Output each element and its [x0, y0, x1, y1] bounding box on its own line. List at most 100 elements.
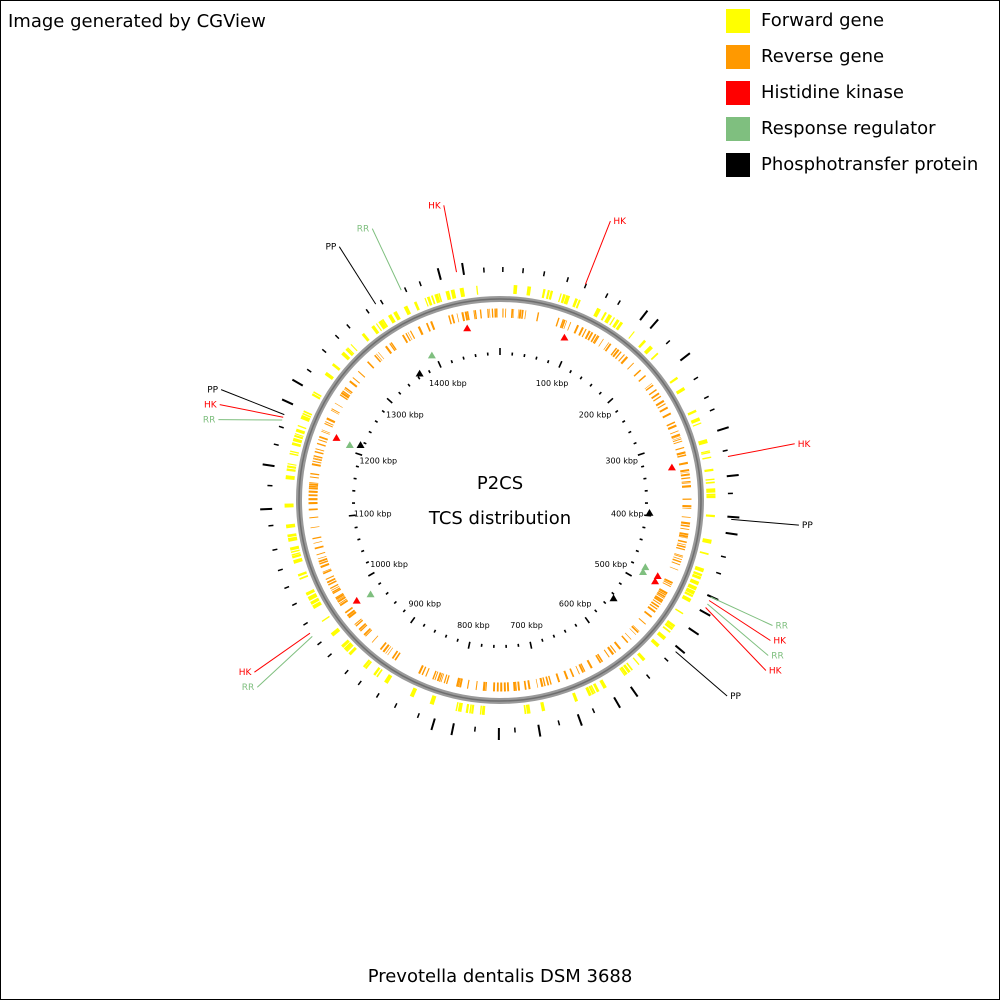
rr-label: RR: [776, 622, 789, 632]
gene-feature: [358, 622, 367, 631]
gene-feature: [425, 322, 431, 332]
gene-feature: [373, 666, 381, 676]
gene-feature: [348, 611, 357, 619]
hk-marker: [352, 596, 361, 604]
gene-feature: [322, 569, 332, 575]
gene-feature: [653, 596, 663, 604]
rr-marker: [366, 590, 375, 598]
gene-feature: [434, 293, 441, 304]
gene-feature: [645, 384, 654, 392]
outer-tick: [557, 720, 561, 726]
gene-feature: [328, 580, 337, 586]
minor-tick: [357, 538, 361, 541]
gene-feature: [326, 417, 336, 424]
minor-tick: [444, 634, 448, 638]
gene-feature: [450, 289, 457, 299]
gene-feature: [347, 347, 355, 355]
gene-feature: [581, 328, 587, 338]
gene-feature: [592, 683, 600, 693]
outer-tick: [726, 473, 739, 478]
outer-tick: [375, 692, 380, 698]
major-tick: [558, 360, 563, 368]
gene-feature: [357, 370, 366, 378]
gene-feature: [337, 596, 347, 603]
outer-tick: [522, 268, 525, 274]
major-tick: [355, 452, 363, 456]
gene-feature: [359, 624, 368, 632]
gene-feature: [662, 625, 671, 633]
kbp-label: 800 kbp: [457, 621, 490, 630]
gene-feature: [653, 395, 662, 402]
gene-feature: [638, 375, 647, 383]
gene-feature: [631, 625, 639, 634]
gene-feature: [421, 666, 427, 676]
pp-marker: [415, 369, 424, 377]
legend: Forward gene Reverse gene Histidine kina…: [726, 9, 978, 189]
reverse-gene-swatch: [726, 45, 750, 69]
gene-feature: [614, 351, 622, 360]
gene-feature: [626, 662, 633, 671]
gene-feature: [287, 536, 298, 542]
gene-feature: [619, 667, 626, 676]
outer-tick: [284, 585, 290, 590]
minor-tick: [589, 383, 593, 387]
gene-feature: [654, 595, 664, 602]
outer-tick: [715, 571, 722, 575]
gene-feature: [633, 369, 642, 377]
gene-feature: [342, 390, 351, 397]
callout-line: [338, 246, 377, 305]
gene-feature: [330, 627, 341, 637]
minor-tick: [579, 376, 583, 380]
gene-feature: [694, 565, 705, 573]
outer-tick: [720, 555, 727, 559]
gene-feature: [676, 451, 686, 456]
outer-tick: [272, 548, 278, 552]
callout-line: [707, 603, 769, 656]
callout-line: [443, 205, 457, 273]
outer-tick: [291, 602, 298, 607]
gene-feature: [578, 663, 585, 673]
gene-feature: [622, 664, 631, 674]
gene-feature: [385, 345, 393, 355]
gene-feature: [681, 594, 692, 603]
gene-feature: [430, 320, 436, 331]
gene-feature: [361, 332, 370, 342]
gene-feature: [684, 591, 694, 598]
outer-tick: [418, 281, 422, 287]
gene-feature: [604, 343, 612, 352]
gene-feature: [346, 609, 356, 617]
gene-feature: [339, 394, 348, 401]
gene-feature: [403, 305, 412, 316]
gene-feature: [638, 339, 647, 349]
outer-tick: [430, 718, 436, 731]
kbp-labels: 100 kbp 200 kbp 300 kbp 400 kbp 500 kbp 600 k…: [354, 379, 644, 630]
gene-feature: [666, 421, 676, 427]
gene-feature: [610, 347, 618, 356]
outer-tick: [604, 293, 609, 299]
kbp-label: 400 kbp: [611, 509, 644, 518]
gene-feature: [313, 391, 322, 398]
gene-feature: [588, 685, 595, 695]
outer-tick: [291, 378, 304, 387]
rr-marker: [639, 568, 648, 575]
callout-line: [705, 607, 767, 671]
gene-feature: [430, 295, 436, 305]
gene-feature: [364, 660, 373, 670]
gene-feature: [650, 352, 659, 361]
kbp-label: 300 kbp: [605, 456, 638, 465]
minor-tick: [355, 465, 360, 468]
gene-feature: [590, 333, 597, 343]
minor-tick: [368, 430, 372, 434]
minor-tick: [569, 369, 573, 374]
outer-tick: [617, 300, 621, 306]
legend-item-histidine-kinase: Histidine kinase: [726, 81, 978, 117]
gene-feature: [320, 562, 330, 569]
outer-tick: [334, 334, 340, 340]
tcs-annotations: HK HK RR PP PP HK RR HK PP RR HK RR HK HK RR PP: [203, 201, 813, 702]
gene-feature: [612, 349, 620, 358]
gene-feature: [563, 294, 571, 305]
outer-tick: [321, 348, 327, 354]
organism-name: Prevotella dentalis DSM 3688: [367, 966, 633, 987]
hk-marker: [332, 434, 341, 441]
gene-feature: [621, 635, 629, 644]
